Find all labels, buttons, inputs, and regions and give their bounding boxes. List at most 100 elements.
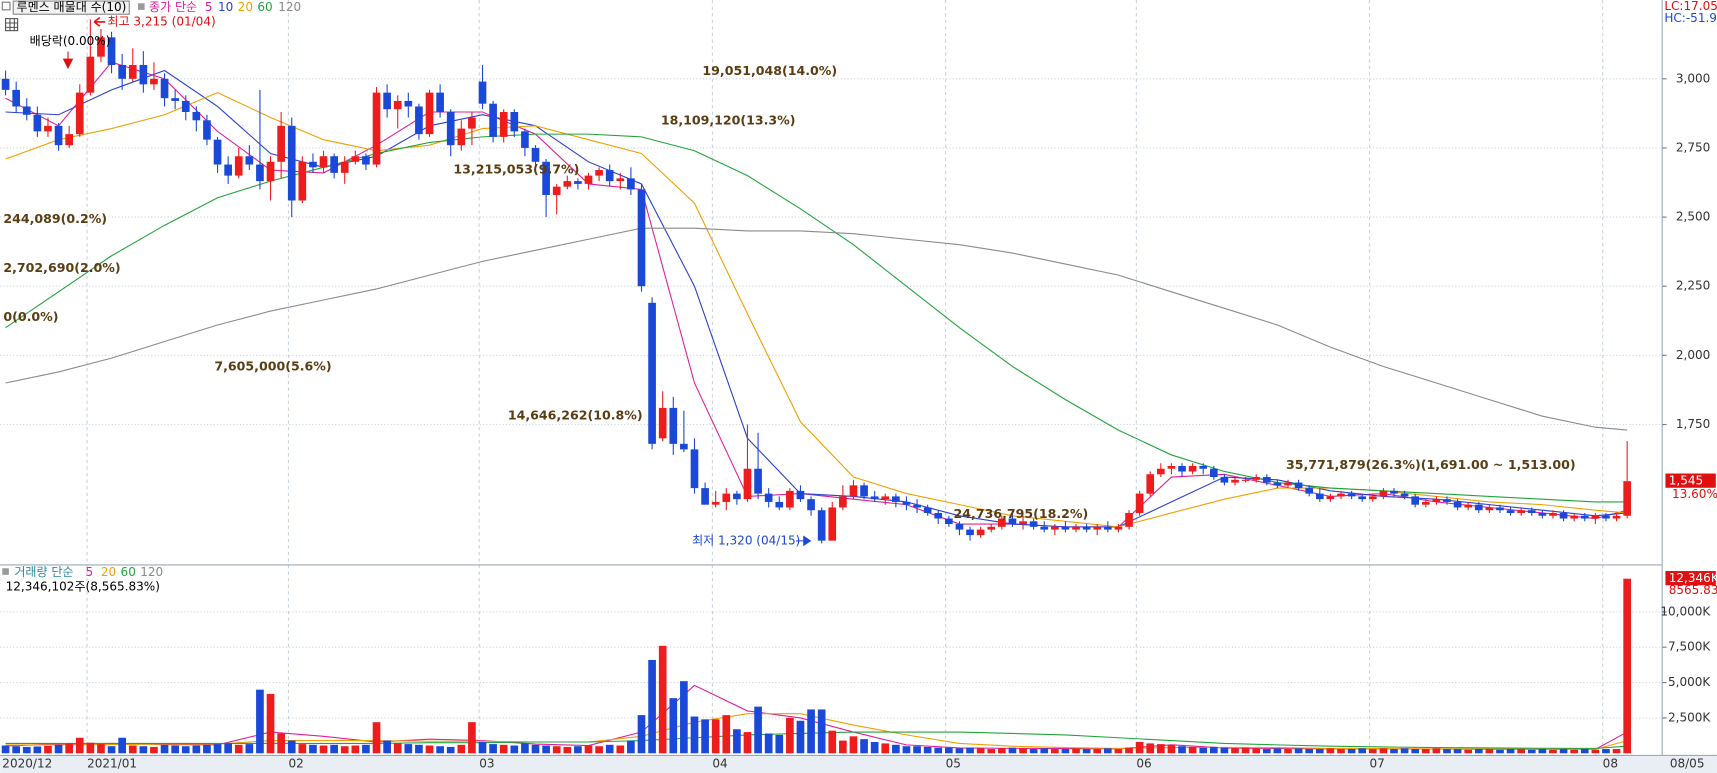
candle-body	[945, 518, 953, 525]
volume-bar	[1400, 748, 1409, 754]
volume-legend-title: 거래량 단순	[14, 565, 73, 579]
date-axis-bg	[0, 755, 1717, 773]
candle-body	[701, 488, 709, 505]
volume-bar	[393, 743, 402, 754]
candle-body	[468, 117, 476, 129]
candle-body	[595, 170, 603, 176]
candle-body	[584, 175, 593, 184]
volume-bar	[1082, 749, 1091, 754]
grid-icon-lines	[5, 18, 18, 31]
x-tick-label: 03	[479, 757, 494, 771]
volume-bar	[1220, 747, 1229, 754]
volume-bar	[383, 740, 391, 754]
candle-body	[1559, 512, 1568, 519]
ma-line	[5, 133, 1628, 503]
candle-body	[309, 161, 317, 168]
candle-body	[1474, 504, 1483, 511]
candle-body	[118, 64, 126, 79]
candle-body	[955, 524, 964, 530]
volume-bar	[1623, 578, 1631, 754]
candle-body	[711, 501, 720, 505]
candle-body	[266, 161, 275, 182]
volume-bar	[881, 743, 890, 754]
candle-body	[446, 112, 455, 146]
volume-bar	[171, 745, 179, 754]
volume-bar	[764, 733, 773, 754]
candle-body	[1400, 493, 1409, 497]
candle-body	[319, 156, 328, 168]
candle-body	[775, 501, 784, 508]
volume-bar	[945, 747, 953, 754]
volume-bar	[1347, 749, 1356, 754]
candle-body	[1231, 479, 1239, 483]
candle-body	[892, 496, 900, 502]
volume-profile-label: 2,702,690(2.0%)	[3, 260, 120, 275]
volume-bar	[1231, 748, 1239, 754]
candle-body	[1093, 526, 1102, 530]
candle-body	[1517, 510, 1526, 513]
ex-dividend-arrow	[62, 51, 74, 70]
x-tick-label: 06	[1136, 757, 1151, 771]
candle-body	[1199, 465, 1208, 469]
candle-body	[786, 490, 794, 508]
candle-body	[552, 186, 561, 195]
candle-body	[1591, 515, 1600, 519]
end-date-label: 08/05	[1670, 757, 1705, 771]
candle-body	[1506, 510, 1515, 513]
candle-body	[1008, 518, 1017, 525]
candle-body	[181, 100, 190, 113]
volume-bar	[616, 745, 625, 754]
candle-body	[743, 468, 752, 500]
candle-body	[616, 178, 625, 182]
candle-body	[415, 106, 423, 135]
volume-bar	[1188, 746, 1197, 754]
candle-body	[1464, 504, 1473, 508]
candle-body	[733, 493, 741, 500]
candle-body	[764, 493, 773, 502]
candle-body	[966, 529, 974, 536]
volume-bar	[478, 741, 487, 754]
volume-legend-icon	[2, 568, 9, 575]
volume-bar	[902, 746, 911, 754]
candle-body	[425, 92, 434, 135]
candle-body	[1135, 493, 1144, 513]
candle-body	[1623, 481, 1631, 516]
volume-bar	[1612, 749, 1621, 754]
candle-body	[160, 78, 169, 99]
ma-line	[5, 227, 1628, 431]
volume-bar	[637, 715, 646, 754]
candle-body	[128, 64, 137, 79]
volume-bar	[658, 645, 667, 754]
grid-layer	[0, 0, 1663, 756]
candle-body	[171, 98, 179, 101]
volume-bar	[807, 709, 815, 754]
volume-bar	[531, 744, 540, 754]
volume-bar	[733, 729, 741, 754]
volume-bar	[1029, 749, 1038, 754]
ex-dividend-label: 배당락(0.00%)	[30, 34, 111, 48]
volume-bar	[54, 744, 63, 754]
legend-entry: 60	[121, 565, 136, 579]
legend-entry: 20	[101, 565, 116, 579]
candle-body	[393, 100, 402, 110]
last-price-label: 1,545	[1669, 474, 1703, 488]
candle-body	[1527, 510, 1536, 513]
volume-bar	[1411, 749, 1420, 754]
volume-bar	[1167, 744, 1176, 754]
volume-bar	[839, 740, 847, 754]
volume-bar	[1337, 749, 1345, 754]
volume-bar	[12, 746, 21, 754]
legend-entry: 5	[205, 0, 213, 14]
volume-bar	[44, 745, 52, 754]
volume-bar	[1527, 749, 1536, 754]
volume-bar	[1570, 749, 1579, 754]
volume-bar	[1209, 746, 1218, 754]
candle-body	[722, 493, 731, 502]
volume-bar	[446, 746, 455, 754]
last-volume-box	[1665, 571, 1716, 586]
volume-bar	[1114, 749, 1123, 754]
volume-bar	[1453, 749, 1462, 754]
candle-body	[1051, 526, 1059, 530]
low-arrow	[796, 535, 812, 547]
